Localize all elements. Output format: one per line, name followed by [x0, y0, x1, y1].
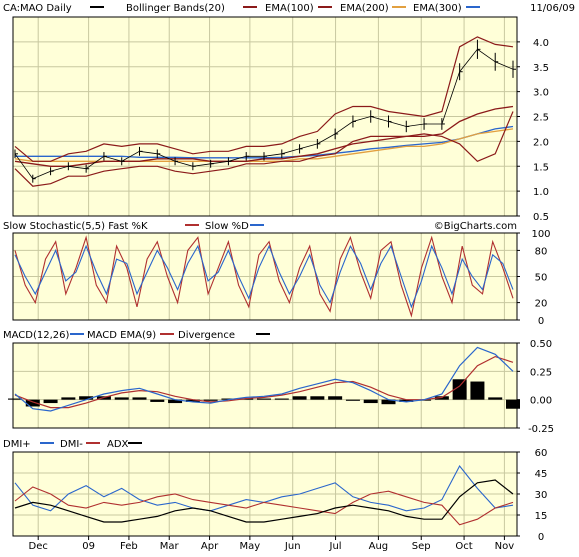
macd-divergence-bar: [114, 397, 129, 400]
macd-ytick-label: -0.25: [528, 424, 554, 435]
macd-divergence-bar: [345, 399, 360, 401]
x-month-label: Mar: [160, 541, 180, 552]
stoch-k-line: [14, 235, 514, 318]
macd-divergence-bar: [310, 396, 325, 400]
stochastic-ytick-label: 80: [535, 246, 548, 257]
x-month-label: Dec: [29, 541, 48, 552]
x-month-label: Aug: [369, 541, 389, 552]
macd-divergence-bar: [185, 399, 200, 402]
macd-divergence-bar: [43, 399, 58, 404]
macd-ema-line: [14, 355, 514, 409]
macd-ytick-label: 0.00: [530, 396, 552, 407]
price-panel-border: [12, 16, 518, 217]
macd-line: [14, 346, 514, 412]
price-ytick-label: 1.5: [533, 162, 549, 173]
x-month-label: Nov: [495, 541, 515, 552]
macd-panel-border: [12, 342, 518, 429]
stoch-legend-k-label: Slow Stochastic(5,5) Fast %K: [3, 221, 148, 232]
stoch-d-line: [14, 244, 514, 309]
price-close-line: [14, 48, 514, 180]
dmi-ytick-label: 60: [535, 448, 548, 459]
macd-divergence-bar: [150, 399, 165, 402]
stochastic-ytick-label: 100: [531, 229, 550, 240]
price-ytick-label: 0.5: [533, 212, 549, 223]
stochastic-panel-border: [12, 232, 518, 321]
x-month-label: Jul: [329, 541, 342, 552]
ema200-legend-label: EMA(200): [340, 3, 389, 14]
price-ytick-label: 1.0: [533, 187, 549, 198]
bollinger-lower-line: [14, 111, 514, 187]
dmi-ytick-label: 45: [535, 469, 548, 480]
bollinger-legend-label: Bollinger Bands(20): [126, 3, 225, 14]
price-ytick-label: 3.5: [533, 63, 549, 74]
dmi-minus-line: [14, 486, 514, 526]
macd-ytick-label: 0.25: [530, 367, 552, 378]
adx-line: [14, 479, 514, 523]
price-legend-symbol: CA:MAO Daily: [3, 3, 72, 14]
macd-divergence-bar: [168, 399, 183, 404]
x-month-label: Sep: [412, 541, 431, 552]
macd-ema-legend-label: MACD EMA(9): [87, 330, 156, 341]
dmi-ytick-label: 30: [535, 490, 548, 501]
macd-divergence-bar: [363, 399, 378, 404]
macd-divergence-bar: [292, 396, 307, 400]
macd-divergence-bar: [399, 399, 414, 402]
macd-divergence-bar: [257, 398, 271, 400]
price-ytick-label: 2.5: [533, 113, 549, 124]
ema200-line: [14, 128, 514, 162]
stochastic-ytick-label: 20: [535, 299, 548, 310]
x-month-label: Jun: [284, 541, 301, 552]
dmi-ytick-label: 15: [535, 511, 548, 522]
ema100-legend-label: EMA(100): [265, 3, 314, 14]
stoch-legend-d-label: Slow %D: [205, 221, 249, 232]
x-month-label: Apr: [201, 541, 219, 552]
macd-divergence-bar: [61, 397, 76, 400]
x-month-label: May: [240, 541, 261, 552]
price-ytick-label: 2.0: [533, 137, 549, 148]
macd-divergence-bar: [470, 381, 485, 400]
macd-divergence-bar: [25, 399, 40, 407]
macd-div-legend-label: Divergence: [178, 330, 235, 341]
x-month-label: Oct: [455, 541, 472, 552]
price-ytick-label: 3.0: [533, 88, 549, 99]
x-month-label: 09: [82, 541, 95, 552]
x-month-label: Feb: [120, 541, 138, 552]
stochastic-ytick-label: 0: [538, 316, 544, 327]
date-label: 11/06/09: [530, 3, 575, 14]
adx-legend-label: ADX: [107, 439, 129, 450]
macd-divergence-bar: [506, 399, 520, 409]
macd-divergence-bar: [488, 397, 503, 400]
bigcharts-watermark: ©BigCharts.com: [434, 221, 517, 232]
macd-divergence-bar: [452, 379, 467, 400]
macd-ytick-label: 0.50: [530, 339, 552, 350]
macd-divergence-bar: [132, 397, 147, 400]
macd-divergence-bar: [203, 399, 218, 401]
macd-legend-label: MACD(12,26): [3, 330, 70, 341]
macd-divergence-bar: [8, 398, 22, 400]
dmi-minus-legend-label: DMI-: [60, 439, 83, 450]
ema300-legend-label: EMA(300): [413, 3, 462, 14]
bollinger-upper-line: [14, 36, 514, 162]
macd-divergence-bar: [274, 398, 289, 400]
stochastic-ytick-label: 50: [535, 273, 548, 284]
macd-divergence-bar: [381, 399, 396, 405]
dmi-panel-border: [12, 451, 518, 537]
macd-divergence-bar: [328, 396, 343, 400]
dmi-ytick-label: 0: [538, 532, 544, 543]
dmi-plus-legend-label: DMI+: [3, 439, 31, 450]
price-ytick-label: 4.0: [533, 38, 549, 49]
macd-divergence-bar: [79, 396, 94, 400]
